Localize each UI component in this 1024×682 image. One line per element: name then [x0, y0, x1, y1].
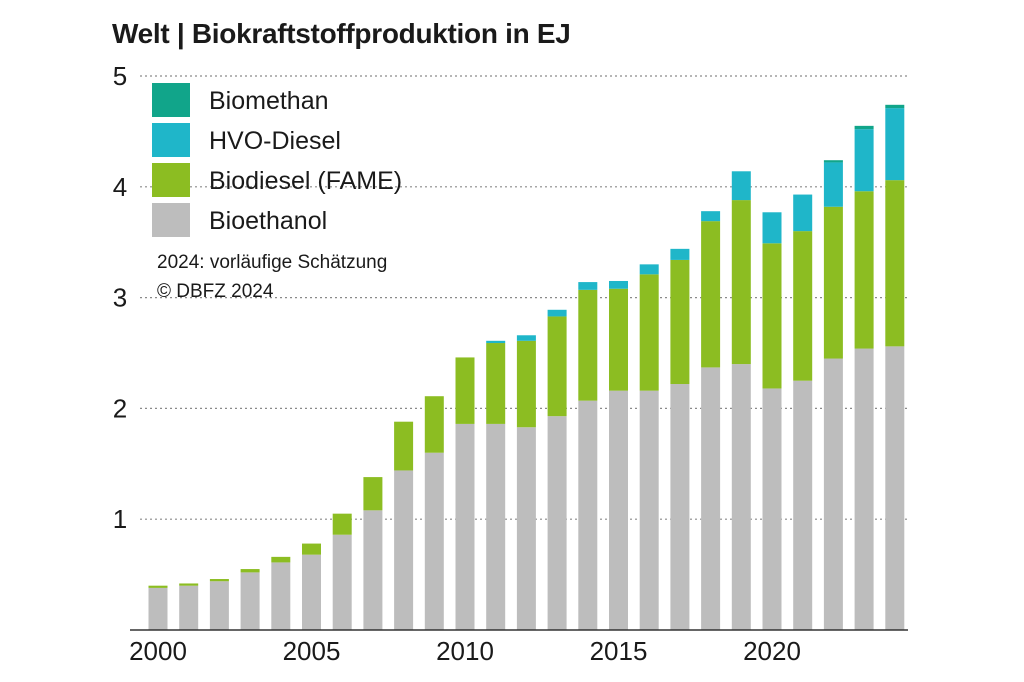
bar-segment [271, 562, 291, 630]
bar-segment [547, 309, 567, 317]
chart-note: 2024: vorläufige Schätzung [157, 252, 387, 273]
bar-segment [670, 384, 690, 630]
bar-segment [701, 221, 721, 368]
bar-segment [793, 194, 813, 232]
bar-segment [363, 510, 383, 630]
bar-segment [854, 348, 874, 630]
bar-segment [885, 104, 905, 109]
x-tick-label: 2015 [590, 636, 648, 666]
bar-segment [885, 346, 905, 630]
y-tick-label: 1 [113, 504, 127, 534]
x-tick-label: 2020 [743, 636, 801, 666]
bar-segment [455, 423, 475, 630]
y-tick-label: 5 [113, 61, 127, 91]
bar-segment [639, 264, 659, 275]
bar-segment [332, 534, 352, 630]
chart-note: © DBFZ 2024 [157, 281, 274, 302]
bar-segment [148, 587, 168, 630]
bar-segment [179, 583, 199, 586]
bar-segment [854, 191, 874, 349]
chart-title: Welt | Biokraftstoffproduktion in EJ [112, 18, 571, 49]
bar-segment [209, 581, 229, 630]
bar-segment [394, 470, 414, 630]
bar-segment [793, 380, 813, 630]
bar-segment [762, 243, 782, 389]
bar-segment [547, 416, 567, 630]
bar-segment [762, 212, 782, 244]
bar-segment [455, 357, 475, 424]
bar-segment [424, 396, 444, 453]
bar-segment [885, 180, 905, 347]
bar-segment [424, 452, 444, 630]
bar-segment [823, 358, 843, 630]
bar-segment [885, 108, 905, 181]
bar-segment [670, 259, 690, 385]
bar-segment [793, 231, 813, 381]
bar-segment [148, 585, 168, 588]
bar-segment [302, 543, 321, 555]
bar-segment [578, 400, 598, 630]
legend-swatch [152, 123, 190, 157]
bar-segment [823, 162, 843, 207]
bar-segment [516, 335, 536, 341]
legend-label: Biodiesel (FAME) [209, 167, 402, 195]
x-tick-label: 2005 [283, 636, 341, 666]
bar-segment [609, 280, 628, 289]
bar-segment [731, 200, 751, 365]
bar-segment [609, 390, 628, 630]
bar-segment [271, 556, 291, 563]
bar-segment [823, 160, 843, 163]
bar-segment [731, 364, 751, 630]
bar-segment [240, 572, 260, 630]
bar-segment [394, 421, 414, 471]
y-tick-label: 4 [113, 172, 127, 202]
bar-segment [209, 579, 229, 582]
bar-segment [179, 585, 199, 630]
bar-segment [701, 367, 721, 630]
bar-segment [486, 340, 506, 344]
legend-swatch [152, 83, 190, 117]
legend-label: HVO-Diesel [209, 127, 341, 155]
bar-segment [609, 288, 628, 391]
bar-segment [762, 388, 782, 630]
bar-segment [701, 211, 721, 222]
bar-segment [578, 282, 598, 290]
y-tick-label: 2 [113, 393, 127, 423]
bar-segment [363, 477, 383, 511]
bar-segment [547, 316, 567, 417]
bar-segment [516, 427, 536, 630]
bar-segment [731, 171, 751, 201]
y-tick-label: 3 [113, 283, 127, 313]
legend-swatch [152, 203, 190, 237]
bar-segment [578, 289, 598, 401]
legend-label: Biomethan [209, 87, 329, 115]
bar-segment [670, 248, 690, 260]
x-tick-label: 2000 [129, 636, 187, 666]
legend-swatch [152, 163, 190, 197]
bar-segment [854, 125, 874, 130]
bar-segment [639, 390, 659, 630]
bar-segment [516, 340, 536, 428]
bar-segment [240, 569, 260, 573]
bar-segment [302, 554, 321, 630]
bar-segment [486, 343, 506, 424]
legend-label: Bioethanol [209, 207, 327, 235]
x-tick-label: 2010 [436, 636, 494, 666]
bar-segment [486, 423, 506, 630]
bar-segment [854, 129, 874, 192]
bar-segment [823, 206, 843, 359]
bar-segment [332, 513, 352, 535]
bar-segment [639, 274, 659, 391]
